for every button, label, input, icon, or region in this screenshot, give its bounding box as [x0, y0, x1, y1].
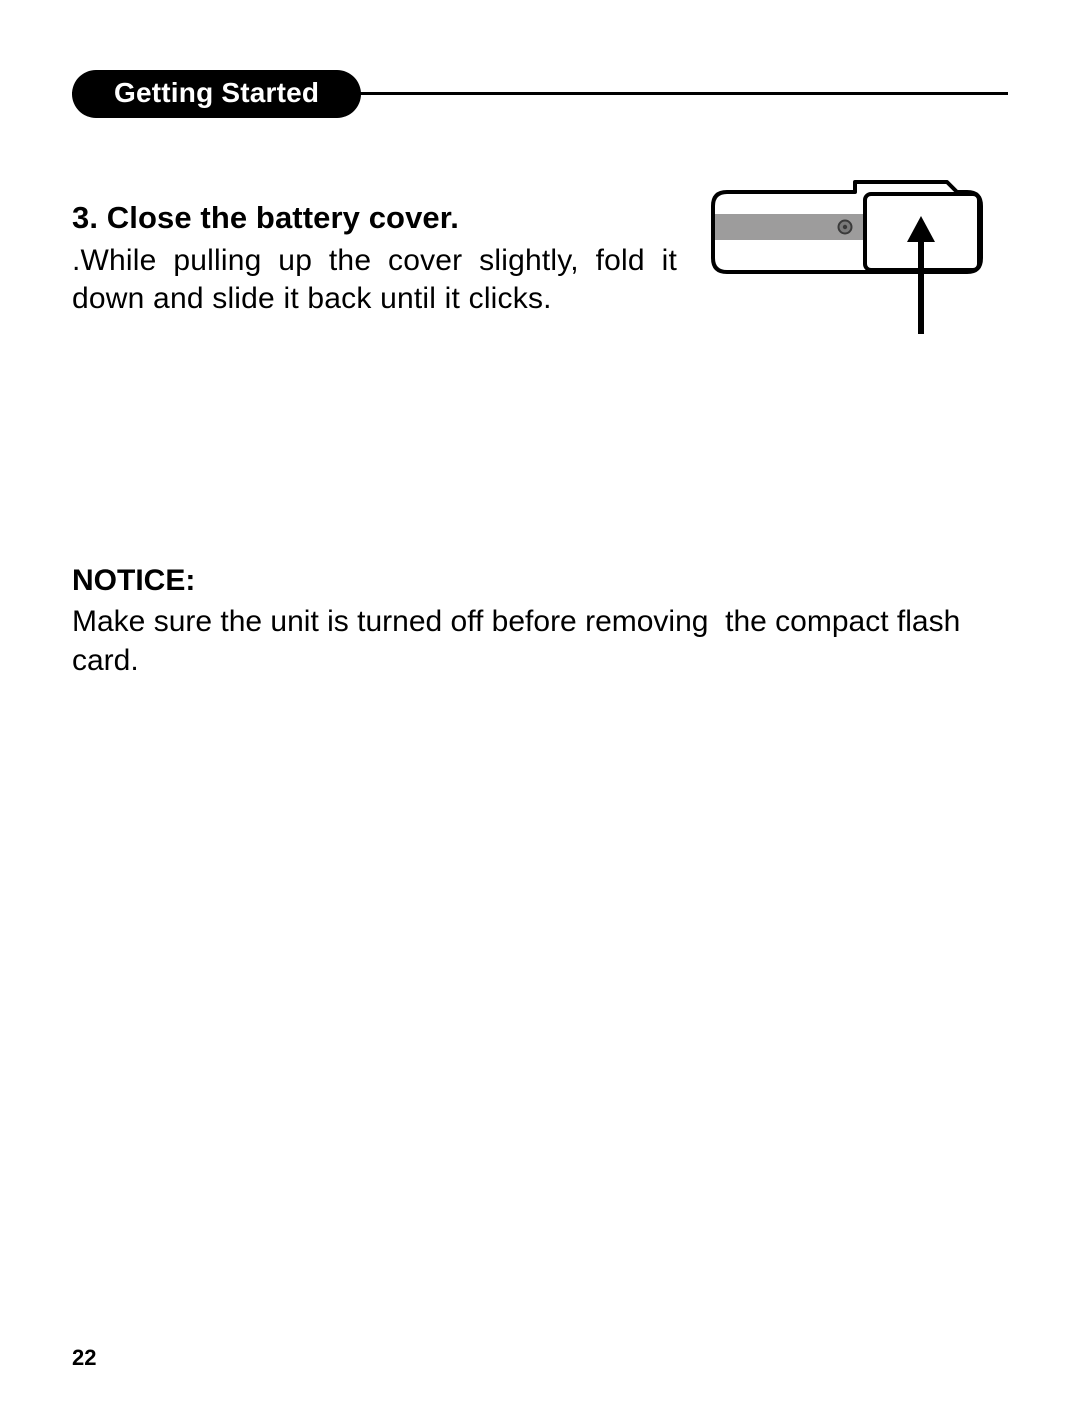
notice-title: NOTICE: — [72, 564, 1008, 598]
battery-cover-diagram — [705, 174, 990, 344]
section-header: Getting Started — [72, 70, 1008, 120]
notice-body: Make sure the unit is turned off before … — [72, 602, 1008, 680]
section-title-text: Getting Started — [114, 77, 319, 108]
notice-block: NOTICE: Make sure the unit is turned off… — [72, 564, 1008, 680]
section-title-pill: Getting Started — [72, 70, 361, 118]
step-text: 3. Close the battery cover. .While pulli… — [72, 200, 677, 319]
cover-dot-inner — [843, 225, 847, 229]
step-block: 3. Close the battery cover. .While pulli… — [72, 200, 1008, 344]
step-title: 3. Close the battery cover. — [72, 200, 677, 236]
manual-page: Getting Started 3. Close the battery cov… — [0, 0, 1080, 1425]
page-number: 22 — [72, 1345, 96, 1371]
step-body: .While pulling up the cover slightly, fo… — [72, 242, 677, 319]
